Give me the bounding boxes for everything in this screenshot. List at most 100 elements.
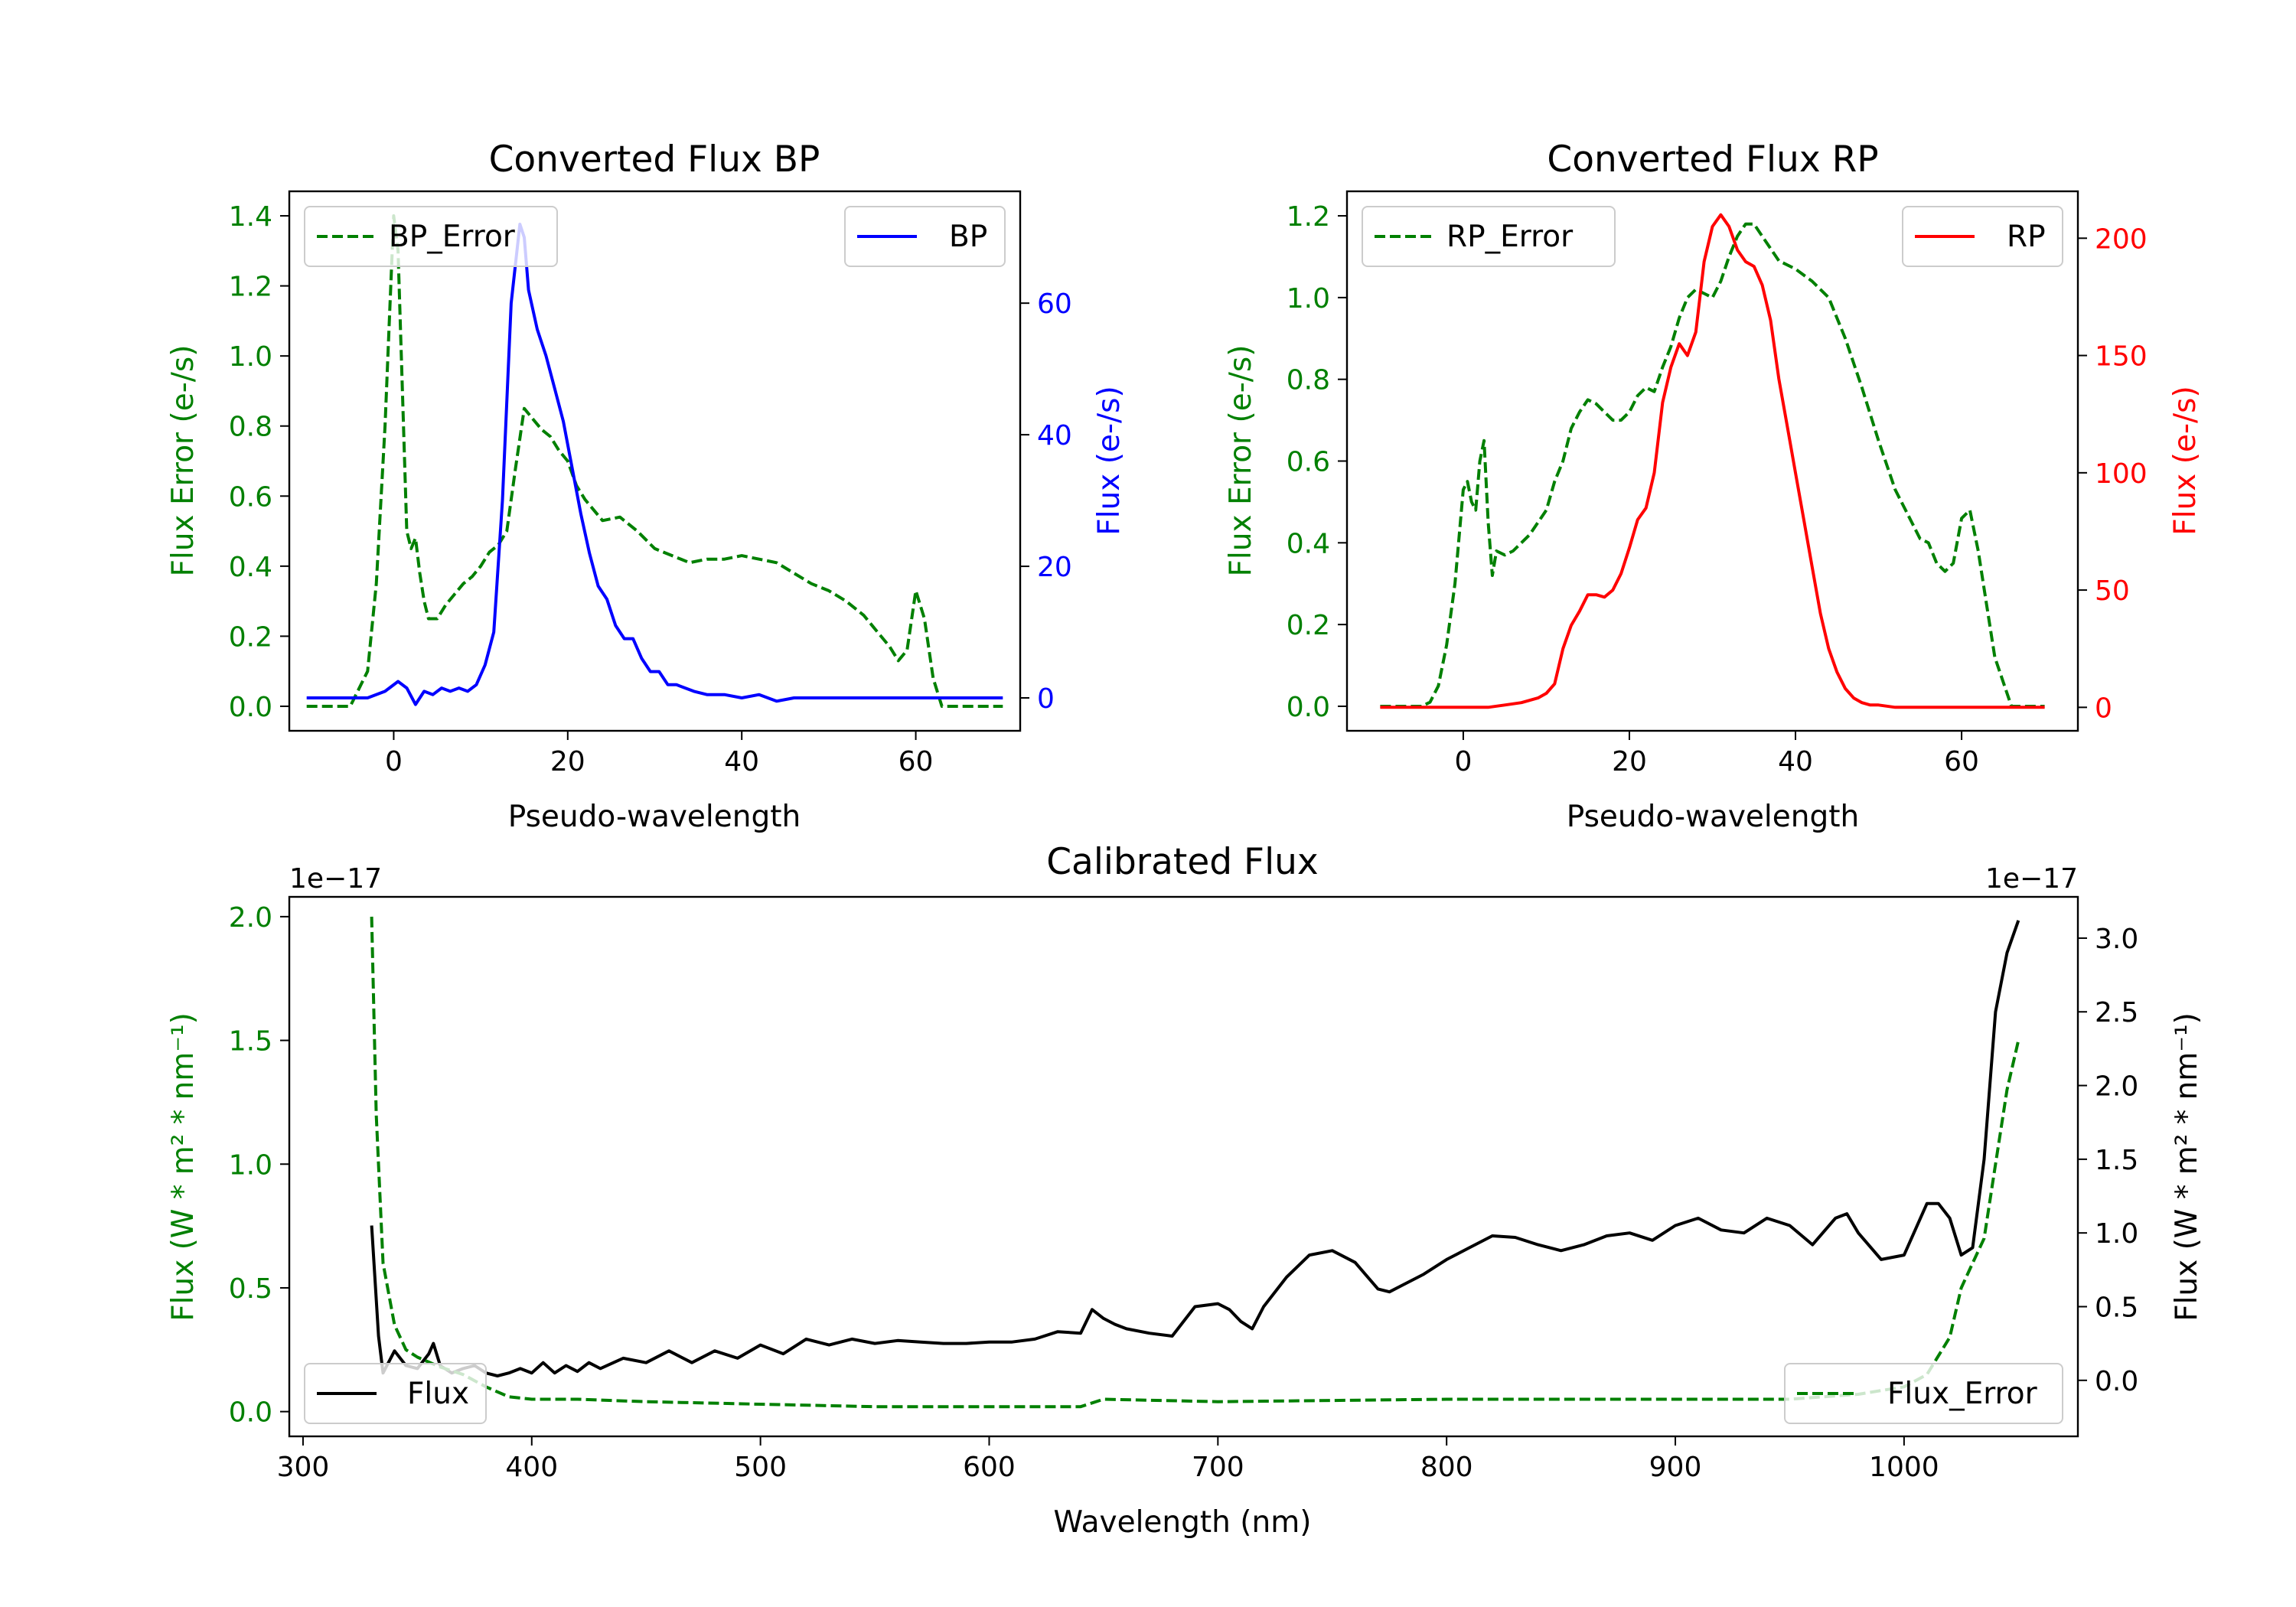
- bp-left-tick-label: 1.4: [229, 201, 272, 233]
- bp-plot-area: [306, 214, 1003, 708]
- cal-x-tick-label: 300: [277, 1452, 330, 1483]
- rp-x-tick-label: 40: [1778, 746, 1813, 777]
- bp-x-tick-label: 20: [550, 746, 585, 777]
- cal-left-tick-label: 2.0: [229, 902, 272, 934]
- rp-x-tick-label: 20: [1612, 746, 1647, 777]
- cal-series-flux: [370, 920, 2020, 1377]
- rp-left-ticks: 0.0 0.2 0.4 0.6 0.8 1.0 1.2: [1287, 201, 1347, 723]
- bp-left-tick-label: 0.0: [229, 692, 272, 723]
- rp-left-tick-label: 0.0: [1287, 692, 1330, 723]
- bp-legend-error: BP_Error: [304, 206, 558, 267]
- cal-plot-area: [370, 916, 2020, 1409]
- bp-x-tick-label: 0: [385, 746, 403, 777]
- rp-left-tick-label: 0.8: [1287, 365, 1330, 396]
- cal-x-tick-label: 800: [1420, 1452, 1473, 1483]
- cal-series-flux-error: [370, 916, 2020, 1409]
- cal-axes-frame: [288, 895, 2079, 1438]
- rp-series-rp: [1380, 213, 2045, 709]
- cal-legend-error-label: Flux_Error: [1887, 1377, 2038, 1411]
- panel-bp: Converted Flux BP 0 20 40 60 0.00.20.40.60.…: [166, 139, 1127, 834]
- bp-legend-flux-box: [844, 206, 1006, 267]
- rp-legend-flux-box: [1902, 206, 2063, 267]
- rp-left-tick-label: 1.2: [1287, 201, 1330, 233]
- cal-x-tick-label: 500: [734, 1452, 787, 1483]
- cal-right-offset: 1e−17: [1985, 863, 2078, 895]
- bp-right-tick-label: 0: [1037, 683, 1055, 715]
- rp-axes-frame: [1345, 190, 2079, 732]
- bp-left-tick-label: 0.4: [229, 552, 272, 583]
- cal-x-tick-label: 400: [505, 1452, 558, 1483]
- bp-series-bp: [306, 223, 1003, 706]
- bp-right-y-label: Flux (e-/s): [1092, 386, 1127, 535]
- bp-legend-flux: BP: [844, 206, 1006, 267]
- panel-rp: Converted Flux RP 0 20 40 60 0.00.20.40.60.…: [1224, 139, 2203, 834]
- rp-x-tick-label: 0: [1454, 746, 1472, 777]
- cal-legend-error: Flux_Error: [1784, 1363, 2063, 1424]
- cal-x-tick-label: 600: [963, 1452, 1016, 1483]
- bp-legend-error-label: BP_Error: [389, 220, 516, 254]
- bp-left-tick-label: 0.6: [229, 481, 272, 513]
- rp-right-tick-label: 100: [2095, 458, 2148, 490]
- bp-series-bp-error: [306, 214, 1003, 708]
- cal-legend-flux: Flux: [304, 1363, 487, 1424]
- rp-title: Converted Flux RP: [1547, 139, 1878, 181]
- cal-right-tick-label: 1.5: [2095, 1145, 2138, 1176]
- rp-legend-flux-label: RP: [2007, 220, 2046, 254]
- rp-legend-error-label: RP_Error: [1446, 220, 1574, 254]
- bp-right-tick-label: 40: [1037, 420, 1072, 451]
- bp-left-tick-label: 1.0: [229, 341, 272, 373]
- cal-left-ticks: 0.0 0.5 1.0 1.5 2.0: [229, 902, 289, 1429]
- cal-right-tick-label: 3.0: [2095, 924, 2138, 955]
- cal-x-tick-label: 700: [1192, 1452, 1244, 1483]
- rp-right-tick-label: 0: [2095, 693, 2112, 724]
- rp-left-tick-label: 0.6: [1287, 447, 1330, 478]
- bp-title: Converted Flux BP: [489, 139, 820, 181]
- cal-left-y-label: Flux (W * m² * nm⁻¹): [166, 1012, 201, 1322]
- rp-right-tick-label: 200: [2095, 223, 2148, 255]
- cal-x-tick-label: 900: [1649, 1452, 1702, 1483]
- bp-legend-flux-label: BP: [949, 220, 987, 254]
- bp-x-tick-label: 60: [899, 746, 934, 777]
- rp-right-tick-label: 150: [2095, 341, 2148, 373]
- cal-x-ticks: 300 400 500 600 700 800 900 1000: [277, 1436, 1939, 1483]
- rp-left-y-label: Flux Error (e-/s): [1224, 345, 1258, 577]
- rp-series-rp-error: [1380, 222, 2045, 708]
- cal-right-tick-label: 1.0: [2095, 1218, 2138, 1250]
- rp-legend-flux: RP: [1902, 206, 2063, 267]
- rp-legend-error-box: [1362, 206, 1616, 267]
- cal-left-tick-label: 1.0: [229, 1149, 272, 1181]
- bp-left-tick-label: 0.2: [229, 621, 272, 653]
- cal-legend-flux-label: Flux: [407, 1377, 469, 1411]
- bp-legend-error-box: [304, 206, 558, 267]
- bp-right-tick-label: 60: [1037, 288, 1072, 320]
- cal-title: Calibrated Flux: [1046, 841, 1319, 883]
- cal-right-tick-label: 0.5: [2095, 1292, 2138, 1323]
- cal-right-ticks: 0.0 0.5 1.0 1.5 2.0 2.5 3.0: [2078, 924, 2138, 1397]
- bp-left-tick-label: 0.8: [229, 412, 272, 443]
- cal-right-tick-label: 2.5: [2095, 997, 2138, 1028]
- cal-x-label: Wavelength (nm): [1054, 1505, 1312, 1540]
- bp-left-y-label: Flux Error (e-/s): [166, 345, 201, 577]
- bp-x-label: Pseudo-wavelength: [508, 800, 801, 834]
- cal-left-offset: 1e−17: [289, 863, 382, 895]
- panel-calibrated: Calibrated Flux 1e−17 1e−17 300 400 500 600…: [166, 841, 2204, 1540]
- bp-x-ticks: 0 20 40 60: [385, 731, 934, 777]
- cal-legend-error-box: [1784, 1363, 2063, 1424]
- bp-left-ticks: 0.0 0.2 0.4 0.6 0.8 1.0 1.2 1.4: [229, 201, 289, 723]
- cal-right-y-label: Flux (W * m² * nm⁻¹): [2170, 1012, 2204, 1322]
- cal-left-tick-label: 0.5: [229, 1273, 272, 1305]
- bp-left-tick-label: 1.2: [229, 272, 272, 303]
- bp-right-ticks: 0 20 40 60: [1020, 288, 1072, 715]
- bp-x-tick-label: 40: [724, 746, 759, 777]
- rp-left-tick-label: 1.0: [1287, 283, 1330, 315]
- rp-right-y-label: Flux (e-/s): [2168, 386, 2203, 535]
- rp-right-ticks: 0 50 100 150 200: [2078, 223, 2148, 724]
- rp-x-tick-label: 60: [1944, 746, 1979, 777]
- rp-left-tick-label: 0.4: [1287, 528, 1330, 559]
- rp-plot-area: [1380, 213, 2045, 709]
- rp-left-tick-label: 0.2: [1287, 610, 1330, 641]
- cal-legend-flux-box: [304, 1363, 487, 1424]
- cal-x-tick-label: 1000: [1869, 1452, 1939, 1483]
- rp-right-tick-label: 50: [2095, 575, 2130, 607]
